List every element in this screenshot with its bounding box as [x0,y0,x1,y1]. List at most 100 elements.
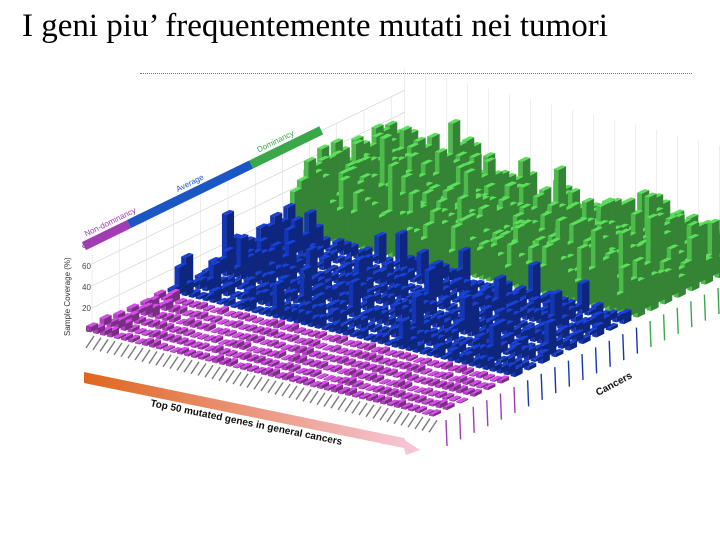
bar-side [441,263,450,280]
bar-side [367,322,376,331]
bar-top [420,377,433,382]
bar-top [451,276,464,282]
y-tick-label: 60 [82,262,91,271]
bar-top [483,382,496,388]
bar-side [610,323,618,331]
bar-face [210,330,216,334]
bar-face [301,341,306,346]
bar-top [225,349,238,355]
bar-top [422,189,435,194]
bar-face [134,331,140,335]
bar-top [190,341,203,347]
bar-face [407,389,412,392]
bar-top [513,219,526,225]
bar-top [317,155,330,161]
bar-side [514,343,522,357]
bar-face [314,334,320,339]
bar-side [405,403,414,410]
bar-side [637,278,646,318]
bar-face [230,304,236,309]
cancer-tick [540,373,543,400]
bar-top [431,259,444,265]
bar-top [469,152,482,158]
bar-top [462,387,475,393]
bar-side [180,319,188,325]
bar-side [506,332,515,346]
bar-top [238,332,251,338]
bar-side [293,376,302,383]
bar-face [456,401,461,404]
bar-side [382,347,391,355]
bar-side [504,264,513,285]
bar-side [233,265,242,279]
bar-face [414,390,419,394]
bar-top [463,168,476,174]
bar-side [411,386,420,392]
bar-side [379,269,388,285]
bar-top [293,327,307,332]
bar-side [324,286,333,301]
bar-side [427,222,436,267]
bar-side [153,339,162,348]
bar-side [532,262,541,302]
bar-side [291,308,299,323]
bar-side [254,249,263,274]
bar-top [479,285,492,291]
bar-top [175,318,188,324]
gene-tick [309,390,319,404]
bar-face [253,351,258,354]
bar-side [186,300,195,307]
bar-side [139,339,148,345]
bar-side [370,394,379,402]
bar-side [347,350,356,356]
bar-top [623,197,636,203]
bar-top [309,359,322,365]
bar-side [186,280,194,297]
bar-side [362,373,371,380]
cancer-tick [567,360,571,387]
bar-side [480,355,488,369]
bar-side [209,346,217,352]
bar-top [502,331,515,337]
bar-face [358,386,364,390]
bar-side [403,362,412,370]
bar-side [486,345,495,361]
bar-face [420,380,426,385]
bar-side [425,378,433,385]
bar-side [306,347,314,356]
cancer-tick [649,320,652,348]
bar-side [329,245,338,253]
bar-side [546,244,555,296]
bar-side [539,295,548,304]
bar-side [315,169,324,239]
bar-face [605,326,611,331]
bar-face [216,301,222,305]
gene-tick [155,352,165,366]
bar-side [376,365,384,373]
bar-face [419,350,425,355]
bar-face [442,405,448,411]
bar-side [187,318,195,327]
bar-top [251,305,264,311]
bar-face [329,358,335,363]
average-band [126,160,254,229]
bar-top [370,346,384,352]
bar-side [493,322,502,362]
gene-tick [295,387,305,400]
bar-face [189,314,194,319]
bar-top [252,326,265,331]
bar-face [413,379,419,384]
bar-face [323,368,328,371]
bar-face [469,392,475,397]
bar-top [378,366,391,372]
bar-side [286,362,294,371]
bar-side [124,314,133,321]
bar-side [315,224,324,249]
bar-side [433,410,442,417]
bar-side [383,379,392,385]
bar-side [319,331,328,339]
bar-side [485,319,494,331]
bar-side [327,365,336,371]
bar-top [218,347,231,353]
bar-top [380,134,393,139]
